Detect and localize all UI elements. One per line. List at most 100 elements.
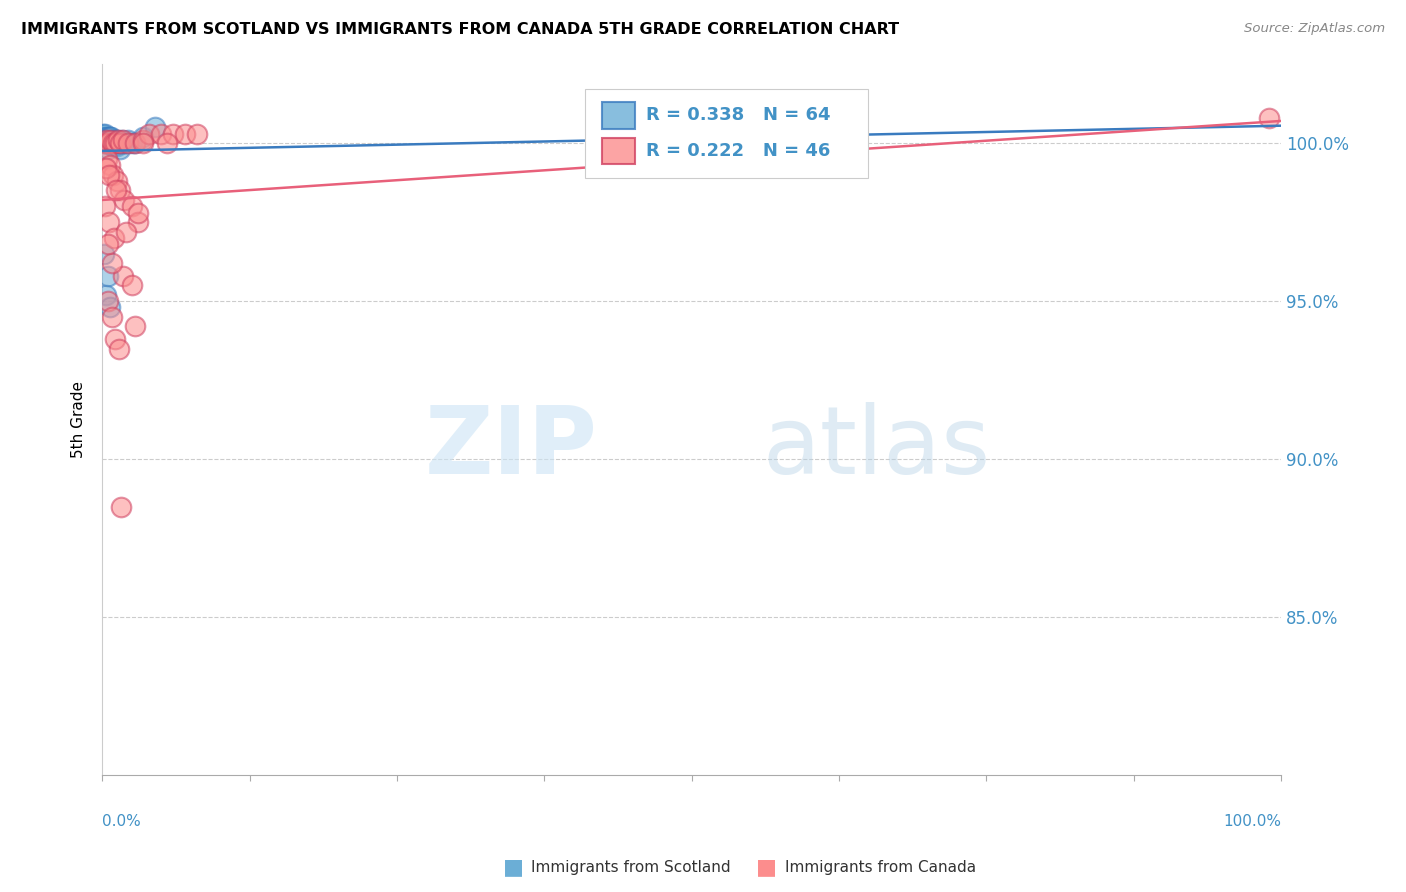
Point bbox=[105, 174, 128, 188]
Point bbox=[105, 136, 128, 150]
Point bbox=[114, 136, 136, 150]
Point bbox=[94, 136, 117, 150]
Point bbox=[91, 129, 114, 144]
Point bbox=[117, 136, 139, 150]
Point bbox=[127, 205, 149, 219]
Point bbox=[104, 332, 127, 346]
Point bbox=[104, 136, 127, 150]
Point bbox=[143, 120, 166, 135]
Point bbox=[110, 500, 132, 514]
Point bbox=[97, 268, 120, 283]
Text: ■: ■ bbox=[503, 857, 523, 877]
Point bbox=[93, 136, 115, 150]
Point bbox=[108, 136, 131, 150]
Point bbox=[93, 136, 115, 150]
Point bbox=[114, 225, 136, 239]
Point bbox=[156, 136, 179, 150]
Point bbox=[93, 133, 115, 147]
Point bbox=[97, 136, 120, 150]
Point bbox=[97, 129, 120, 144]
FancyBboxPatch shape bbox=[602, 103, 636, 128]
Point bbox=[101, 136, 124, 150]
Point bbox=[94, 127, 117, 141]
Point bbox=[100, 129, 122, 144]
Point bbox=[103, 168, 125, 182]
Point bbox=[96, 152, 118, 166]
Point bbox=[98, 168, 121, 182]
Text: atlas: atlas bbox=[762, 402, 991, 494]
Point bbox=[97, 142, 120, 156]
Point bbox=[98, 136, 121, 150]
Point bbox=[108, 136, 131, 150]
Text: 100.0%: 100.0% bbox=[1223, 814, 1281, 830]
Y-axis label: 5th Grade: 5th Grade bbox=[72, 381, 86, 458]
Point bbox=[100, 136, 122, 150]
Point bbox=[124, 319, 146, 334]
Text: Source: ZipAtlas.com: Source: ZipAtlas.com bbox=[1244, 22, 1385, 36]
Point bbox=[107, 136, 129, 150]
Point bbox=[100, 133, 122, 147]
Point bbox=[100, 133, 122, 147]
Point bbox=[138, 127, 160, 141]
Point bbox=[98, 129, 121, 144]
Point bbox=[107, 133, 129, 147]
Point bbox=[112, 268, 135, 283]
Point bbox=[110, 136, 132, 150]
Point bbox=[1258, 111, 1281, 125]
Point bbox=[100, 133, 122, 147]
Text: Immigrants from Scotland: Immigrants from Scotland bbox=[531, 860, 731, 874]
Point bbox=[93, 246, 115, 260]
Point bbox=[107, 133, 129, 147]
Point bbox=[186, 127, 208, 141]
Point bbox=[100, 301, 122, 315]
Point bbox=[121, 136, 143, 150]
Point bbox=[104, 136, 127, 150]
Point bbox=[100, 136, 122, 150]
Point bbox=[162, 127, 184, 141]
Point bbox=[105, 184, 128, 198]
Point bbox=[110, 184, 132, 198]
Point bbox=[94, 136, 117, 150]
Point bbox=[101, 136, 124, 150]
Point bbox=[98, 158, 121, 172]
Point bbox=[103, 136, 125, 150]
Point bbox=[103, 133, 125, 147]
Text: 0.0%: 0.0% bbox=[103, 814, 141, 830]
Point bbox=[117, 133, 139, 147]
Point bbox=[112, 193, 135, 207]
Point bbox=[94, 133, 117, 147]
Point bbox=[97, 133, 120, 147]
Point bbox=[132, 133, 155, 147]
Point bbox=[121, 278, 143, 293]
Point bbox=[107, 342, 129, 356]
Point bbox=[108, 136, 131, 150]
Text: Immigrants from Canada: Immigrants from Canada bbox=[785, 860, 976, 874]
Point bbox=[96, 133, 118, 147]
Point bbox=[112, 136, 135, 150]
Point bbox=[121, 199, 143, 213]
Point bbox=[111, 133, 134, 147]
Text: IMMIGRANTS FROM SCOTLAND VS IMMIGRANTS FROM CANADA 5TH GRADE CORRELATION CHART: IMMIGRANTS FROM SCOTLAND VS IMMIGRANTS F… bbox=[21, 22, 900, 37]
FancyBboxPatch shape bbox=[585, 89, 869, 178]
Point bbox=[114, 136, 136, 150]
Point bbox=[96, 136, 118, 150]
Point bbox=[96, 136, 118, 150]
Point bbox=[98, 133, 121, 147]
Point bbox=[94, 287, 117, 301]
Point bbox=[97, 136, 120, 150]
Text: R = 0.338   N = 64: R = 0.338 N = 64 bbox=[645, 106, 830, 124]
FancyBboxPatch shape bbox=[602, 138, 636, 164]
Point bbox=[97, 294, 120, 309]
Point bbox=[101, 310, 124, 324]
Point bbox=[104, 136, 127, 150]
Point bbox=[124, 136, 146, 150]
Point bbox=[150, 127, 173, 141]
Point bbox=[101, 136, 124, 150]
Point bbox=[101, 136, 124, 150]
Point bbox=[104, 133, 127, 147]
Point bbox=[93, 127, 115, 141]
Point bbox=[94, 129, 117, 144]
Point bbox=[127, 215, 149, 229]
Point bbox=[132, 129, 155, 144]
Point bbox=[112, 133, 135, 147]
